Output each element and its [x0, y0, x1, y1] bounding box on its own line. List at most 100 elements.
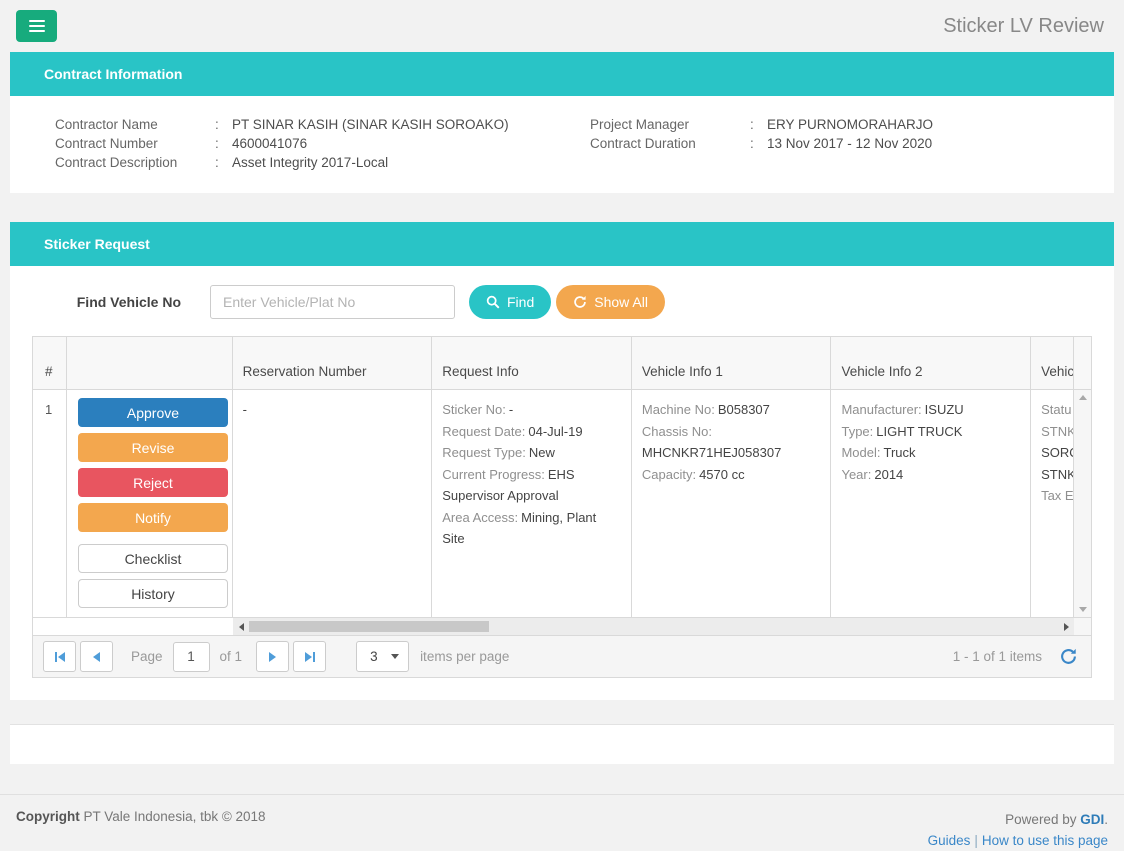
field-value: Mining, Plant Site: [442, 509, 597, 547]
contract-description-label: Contract Description: [55, 155, 178, 170]
footer: Copyright PT Vale Indonesia, tbk © 2018 …: [0, 794, 1124, 851]
show-all-button[interactable]: Show All: [556, 285, 665, 319]
contract-info-left-column: Contractor Name : PT SINAR KASIH (SINAR …: [10, 115, 562, 172]
field-value: New: [528, 445, 555, 460]
field-label: Area Access:: [442, 509, 519, 525]
contract-info-title: Contract Information: [44, 66, 183, 82]
field-value: 4570 cc: [699, 466, 745, 482]
sticker-request-title: Sticker Request: [44, 236, 150, 252]
field-value: ISUZU: [924, 402, 964, 417]
help-links-line: Guides | How to use this page: [928, 830, 1108, 851]
vehicle-search-row: Find Vehicle No Find Show All: [32, 285, 1092, 319]
field-label: Request Date:: [442, 423, 526, 439]
field-value: Truck: [883, 445, 916, 460]
field-label: Tax E: [1041, 488, 1074, 503]
find-button-label: Find: [507, 294, 535, 310]
next-page-button[interactable]: [256, 641, 290, 672]
refresh-grid-button[interactable]: [1060, 648, 1077, 665]
sticker-grid: # Reservation Number Request Info Vehicl…: [32, 336, 1092, 678]
field-label: Type:: [841, 423, 874, 439]
separator: :: [750, 117, 754, 132]
previous-page-button[interactable]: [80, 641, 113, 672]
contract-number-value: 4600041076: [232, 136, 308, 151]
scroll-right-icon[interactable]: [1058, 622, 1074, 631]
history-button[interactable]: History: [77, 579, 228, 608]
reject-button[interactable]: Reject: [77, 468, 228, 497]
page-size-dropdown[interactable]: 3: [356, 641, 410, 672]
contract-info-header: Contract Information: [10, 52, 1114, 96]
sticker-request-body: Find Vehicle No Find Show All #: [10, 266, 1114, 700]
column-header-vehicle-info-2: Vehicle Info 2: [831, 337, 1032, 389]
find-button[interactable]: Find: [469, 285, 552, 319]
horizontal-scrollbar[interactable]: [233, 618, 1074, 635]
powered-by-text: Powered by: [1005, 812, 1081, 827]
notify-button[interactable]: Notify: [77, 503, 228, 532]
vertical-scrollbar[interactable]: [1074, 390, 1091, 617]
field-label: Year:: [841, 466, 872, 482]
prev-page-icon: [93, 651, 100, 662]
gdi-link[interactable]: GDI: [1080, 812, 1105, 827]
scroll-down-icon[interactable]: [1078, 607, 1087, 612]
field-value: MHCNKR71HEJ058307: [641, 445, 782, 460]
separator: :: [215, 136, 219, 151]
brand-suffix: .: [1104, 812, 1108, 827]
contract-description-row: Contract Description : Asset Integrity 2…: [55, 153, 562, 172]
contract-info-panel: Contract Information Contractor Name : P…: [10, 52, 1114, 193]
copyright-rest: PT Vale Indonesia, tbk © 2018: [79, 809, 266, 824]
pager-range-label: 1 - 1 of 1 items: [952, 649, 1042, 664]
separator: :: [750, 136, 754, 151]
field-label: STNK: [1041, 423, 1075, 439]
field-label: Chassis No:: [641, 423, 712, 439]
column-header-number: #: [33, 337, 67, 389]
contract-info-body: Contractor Name : PT SINAR KASIH (SINAR …: [10, 96, 1114, 193]
how-to-use-link[interactable]: How to use this page: [981, 833, 1108, 848]
refresh-grid-icon: [1061, 648, 1076, 664]
link-separator: |: [974, 833, 978, 848]
contract-info-right-column: Project Manager : ERY PURNOMORAHARJO Con…: [562, 115, 1114, 172]
powered-by-line: Powered by GDI.: [928, 809, 1108, 830]
empty-panel: [10, 724, 1114, 764]
last-page-button[interactable]: [293, 641, 327, 672]
sticker-request-panel: Sticker Request Find Vehicle No Find Sho…: [10, 222, 1114, 700]
items-per-page-label: items per page: [420, 649, 510, 664]
contract-number-row: Contract Number : 4600041076: [55, 134, 562, 153]
project-manager-row: Project Manager : ERY PURNOMORAHARJO: [590, 115, 1114, 134]
separator: :: [215, 117, 219, 132]
grid-pager: Page of 1 3 items per page 1 - 1 of 1 it…: [33, 635, 1091, 677]
field-label: Sticker No:: [442, 402, 506, 417]
field-value: EHS: [547, 466, 575, 482]
footer-right: Powered by GDI. Guides | How to use this p…: [928, 809, 1108, 851]
refresh-icon: [574, 296, 587, 308]
header-scrollbar-spacer: [1074, 337, 1092, 389]
scroll-up-icon[interactable]: [1078, 395, 1087, 400]
field-value: -: [508, 402, 514, 417]
field-label: Capacity:: [641, 466, 697, 482]
field-value: SORO: [1041, 445, 1073, 460]
field-label: Current Progress:: [442, 466, 545, 482]
find-vehicle-input[interactable]: [210, 285, 455, 319]
search-icon: [486, 295, 500, 309]
sticker-request-header: Sticker Request: [10, 222, 1114, 266]
field-value: STNK: [1041, 466, 1075, 482]
column-header-request-info: Request Info: [432, 337, 632, 389]
cell-reservation-number: -: [233, 390, 433, 617]
contract-duration-label: Contract Duration: [590, 136, 696, 151]
scroll-left-icon[interactable]: [233, 622, 249, 631]
page-of-label: of 1: [219, 649, 243, 664]
chevron-down-icon: [391, 654, 400, 659]
first-page-button[interactable]: [43, 641, 76, 672]
page-number-input[interactable]: [172, 641, 210, 672]
guides-link[interactable]: Guides: [927, 833, 971, 848]
field-value: 04-Jul-19: [528, 423, 583, 439]
revise-button[interactable]: Revise: [77, 433, 228, 462]
menu-button[interactable]: [16, 10, 57, 42]
seek-first-icon: [54, 651, 65, 662]
checklist-button[interactable]: Checklist: [77, 544, 228, 573]
column-header-vehicle-info-1: Vehicle Info 1: [632, 337, 832, 389]
field-label: Request Type:: [442, 445, 526, 460]
contract-duration-row: Contract Duration : 13 Nov 2017 - 12 Nov…: [590, 134, 1114, 153]
field-value: 2014: [874, 466, 904, 482]
field-label: Model:: [841, 445, 881, 460]
scrollbar-thumb[interactable]: [249, 621, 489, 632]
approve-button[interactable]: Approve: [77, 398, 228, 427]
